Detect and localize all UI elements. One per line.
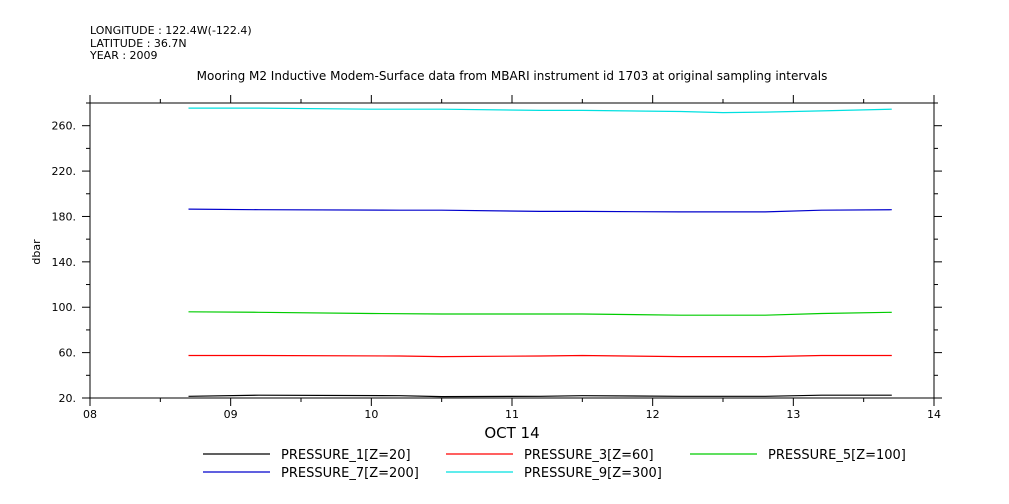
series-line-2 <box>188 354 892 358</box>
plot-axes: 08 09 10 11 12 13 14 20. 60. 100. 140. 180. 220. 260. <box>52 95 942 421</box>
series-layer <box>188 107 892 398</box>
legend-label: PRESSURE_9[Z=300] <box>524 466 662 481</box>
x-tick-label: 12 <box>646 408 660 421</box>
y-tick-label: 140. <box>52 256 77 269</box>
series-line-3 <box>188 311 892 316</box>
longitude-label: LONGITUDE : 122.4W(-122.4) <box>90 24 252 37</box>
year-label: YEAR : 2009 <box>90 49 158 62</box>
legend-label: PRESSURE_7[Z=200] <box>281 466 419 481</box>
y-tick-label: 60. <box>59 347 77 360</box>
chart-title: Mooring M2 Inductive Modem-Surface data … <box>197 69 828 83</box>
y-tick-label: 220. <box>52 165 77 178</box>
series-line-5 <box>188 107 892 114</box>
x-tick-label: 08 <box>83 408 97 421</box>
plot-frame <box>89 102 935 399</box>
y-tick-label: 260. <box>52 120 77 133</box>
x-tick-label: 11 <box>505 408 519 421</box>
latitude-label: LATITUDE : 36.7N <box>90 37 187 50</box>
x-axis-label: OCT 14 <box>484 424 539 442</box>
legend-label: PRESSURE_5[Z=100] <box>768 448 906 463</box>
x-tick-label: 14 <box>927 408 941 421</box>
legend-label: PRESSURE_3[Z=60] <box>524 448 654 463</box>
y-tick-label: 100. <box>52 301 77 314</box>
x-tick-label: 13 <box>786 408 800 421</box>
x-tick-label: 09 <box>224 408 238 421</box>
series-line-1 <box>188 394 892 398</box>
y-axis-label: dbar <box>30 239 43 265</box>
legend: PRESSURE_1[Z=20] PRESSURE_3[Z=60] PRESSURE… <box>203 448 906 481</box>
y-tick-label: 20. <box>59 392 77 405</box>
x-tick-label: 10 <box>364 408 378 421</box>
series-line-4 <box>188 208 892 213</box>
y-tick-label: 180. <box>52 210 77 223</box>
legend-label: PRESSURE_1[Z=20] <box>281 448 411 463</box>
